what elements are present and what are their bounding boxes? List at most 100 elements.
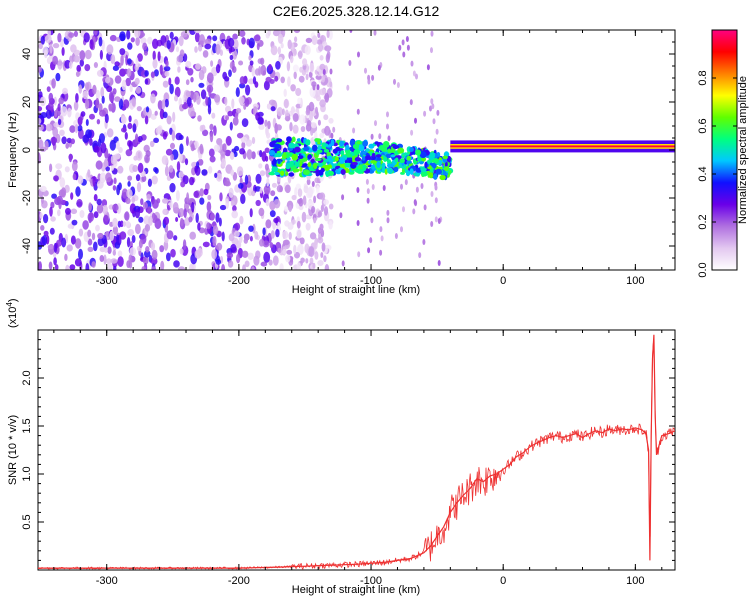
spectrogram-cell — [74, 124, 78, 134]
spectrogram-cell — [332, 126, 336, 133]
spectrogram-cell — [64, 166, 70, 173]
spectrogram-cell — [340, 169, 346, 175]
spectrogram-cell — [348, 159, 353, 164]
spectrogram-cell — [296, 220, 301, 229]
spectrogram-cell — [144, 250, 151, 258]
spectrogram-cell — [288, 142, 295, 149]
spectrogram-cell — [284, 184, 291, 194]
spectrogram-cell — [422, 239, 426, 245]
spectrogram-cell — [104, 113, 109, 124]
spectrogram-cell — [47, 244, 54, 250]
spectrogram-cell — [356, 220, 360, 226]
spectrogram-cell — [162, 198, 169, 204]
spectrogram-cell — [127, 175, 133, 181]
spectrogram-cell — [290, 84, 296, 92]
spectrogram-cell — [394, 157, 399, 163]
spectrogram-cell — [132, 165, 139, 172]
spectrogram-cell — [227, 260, 234, 268]
spectrogram-cell — [185, 60, 192, 68]
spectrogram-cell — [57, 32, 62, 43]
spectrogram-cell — [216, 242, 223, 251]
spectrogram-cell — [70, 192, 74, 200]
spectrogram-cell — [259, 150, 263, 158]
colorbar-tick-label: 0.0 — [697, 262, 709, 277]
spectrogram-cell — [54, 264, 59, 270]
snr-y-scale: (x104) — [5, 298, 19, 328]
spectrogram-cell — [208, 166, 213, 174]
snr-frame — [37, 329, 676, 571]
spectrogram-cell — [365, 148, 370, 152]
spectrogram-cell — [215, 64, 221, 74]
spectrogram-cell — [260, 261, 268, 267]
spectrogram-cell — [203, 188, 209, 196]
spectrogram-cell — [288, 204, 292, 213]
spectrogram-cell — [105, 172, 112, 183]
spectrogram-cell — [48, 261, 53, 270]
spectrogram-cell — [154, 167, 159, 174]
spectrogram-cell — [198, 44, 203, 52]
spectrogram-cell — [95, 97, 100, 109]
spectrogram-cell — [330, 139, 335, 147]
spectrogram-cell — [52, 43, 60, 49]
spectrogram-y-ticks: -40 -20 0 20 40 — [21, 29, 675, 271]
spectrogram-cell — [67, 223, 74, 229]
spectrogram-cell — [110, 154, 118, 165]
spectrogram-cell — [283, 88, 287, 97]
spectrogram-cell — [224, 76, 230, 82]
spectrogram-cell — [258, 124, 265, 130]
spectrogram-cell — [160, 260, 165, 270]
spectrogram-cell — [197, 158, 204, 166]
spectrogram-cell — [312, 262, 316, 269]
spectrogram-cell — [109, 34, 117, 42]
spectrogram-cell — [409, 147, 414, 152]
spectrogram-cell — [323, 114, 329, 121]
spectrogram-cell — [212, 235, 217, 247]
spectrogram-cell — [112, 203, 119, 212]
spectrogram-cell — [259, 170, 266, 177]
spectrogram-cell — [286, 249, 293, 255]
spectrogram-cell — [219, 49, 223, 56]
spectrogram-cell — [284, 220, 290, 227]
spectrogram-cell — [310, 159, 315, 163]
spectrogram-cell — [174, 76, 180, 85]
spectrogram-cell — [240, 136, 248, 143]
spectrogram-cell — [248, 55, 252, 61]
spectrogram-cell — [386, 123, 389, 130]
spectrogram-cell — [152, 59, 158, 69]
spectrogram-cell — [136, 182, 142, 193]
spectrogram-cell — [151, 266, 157, 270]
spectrogram-cell — [228, 233, 235, 242]
spectrogram-cell — [135, 86, 142, 94]
spectrogram-cell — [264, 163, 269, 171]
spectrogram-cell — [197, 222, 201, 231]
spectrogram-cell — [96, 69, 104, 77]
spectrogram-cell — [195, 212, 199, 224]
spectrogram-cell — [303, 185, 309, 194]
spectrogram-cell — [79, 210, 85, 218]
spectrogram-cell — [130, 37, 135, 43]
spectrogram-cell — [142, 42, 148, 51]
spectrogram-cell — [194, 32, 200, 43]
spectrogram-cell — [349, 139, 356, 147]
spectrogram-cell — [150, 242, 156, 251]
spectrogram-cell — [289, 160, 294, 168]
spectrogram-cell — [268, 259, 273, 266]
spectrogram-cell — [319, 223, 324, 231]
spectrogram-cell — [151, 175, 158, 185]
spectrogram-cell — [99, 49, 103, 60]
spectrogram-cell — [224, 181, 231, 187]
spectrogram-cell — [404, 179, 408, 186]
spectrogram-cell — [281, 108, 285, 116]
spectrogram-cell — [195, 63, 201, 70]
spectrogram-cell — [212, 35, 218, 42]
spectrogram-cell — [83, 32, 90, 43]
spectrogram-cell — [55, 72, 61, 82]
spectrogram-cell — [101, 199, 108, 207]
spectrogram-cell — [261, 151, 267, 162]
spectrogram-cell — [103, 254, 107, 265]
spectrogram-cell — [319, 63, 326, 71]
spectrogram-cell — [194, 249, 202, 259]
spectrogram-cell — [168, 77, 172, 86]
spectrogram-cell — [409, 168, 414, 175]
spectrogram-cell — [99, 109, 106, 117]
